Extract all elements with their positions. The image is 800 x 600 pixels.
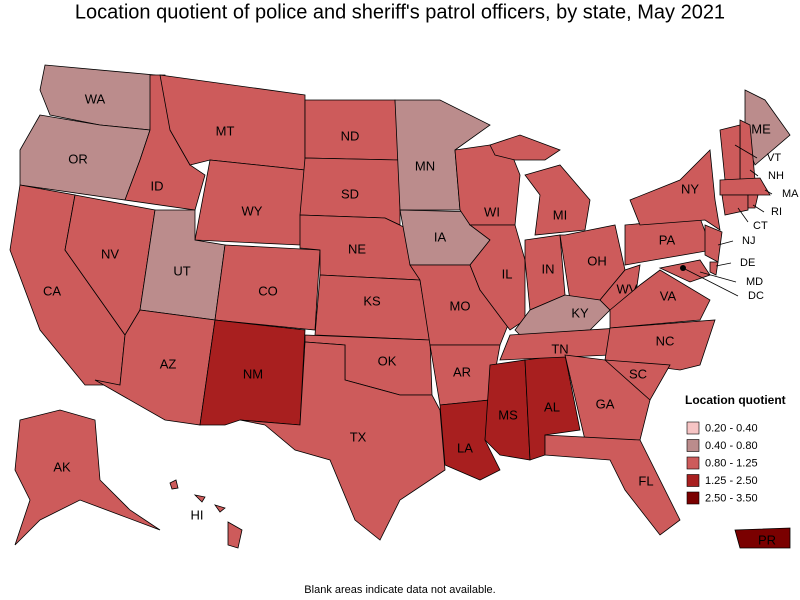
leader-line: [715, 262, 732, 267]
state-shape: [489, 134, 561, 161]
state-label: FL: [638, 473, 653, 488]
state-label: AK: [53, 459, 71, 474]
state-shape: [747, 194, 759, 209]
state-label: LA: [457, 440, 473, 455]
state-label: IL: [502, 266, 513, 281]
state-label: DC: [748, 290, 764, 302]
state-label: TN: [551, 341, 568, 356]
state-label: ID: [151, 178, 164, 193]
leader-line: [752, 204, 765, 213]
state-shape: [704, 224, 723, 263]
footnote: Blank areas indicate data not available.: [304, 584, 495, 596]
state-label: OR: [68, 151, 88, 166]
state-label: NE: [348, 241, 366, 256]
state-label: MN: [415, 158, 435, 173]
state-label: DE: [740, 257, 755, 269]
state-label: MS: [498, 407, 518, 422]
legend-swatch: [686, 491, 700, 505]
legend-swatch: [686, 421, 700, 435]
state-label: VA: [660, 288, 677, 303]
state-label: AR: [453, 364, 471, 379]
state-shape: [719, 124, 741, 181]
state-shape: [193, 494, 206, 503]
leader-line: [737, 207, 749, 223]
state-label: MO: [450, 298, 471, 313]
state-label: KS: [363, 293, 381, 308]
state-label: NJ: [742, 235, 755, 247]
state-shape: [544, 434, 681, 536]
state-label: SD: [341, 186, 359, 201]
state-label: OH: [587, 253, 607, 268]
state-shape: [227, 521, 243, 549]
state-label: ME: [751, 121, 771, 136]
state-label: WI: [484, 204, 500, 219]
leader-line: [764, 189, 773, 195]
state-shape: [468, 224, 526, 331]
state-label: OK: [378, 353, 397, 368]
state-label: HI: [191, 507, 204, 522]
legend-label: 0.20 - 0.40: [705, 422, 758, 434]
state-label: GA: [596, 396, 615, 411]
map-title: Location quotient of police and sheriff'…: [75, 1, 725, 23]
state-label: CA: [43, 283, 61, 298]
state-label: NY: [681, 181, 699, 196]
state-label: PR: [758, 532, 776, 547]
state-label: MT: [216, 123, 235, 138]
state-shape: [709, 261, 719, 276]
state-label: MD: [746, 276, 763, 288]
state-shape: [719, 177, 771, 196]
state-shape: [14, 409, 161, 546]
state-shape: [239, 341, 446, 541]
leader-line: [699, 271, 737, 283]
legend-swatch: [686, 456, 700, 470]
state-shape: [484, 359, 531, 461]
leader-line: [682, 267, 739, 297]
state-shape: [214, 244, 321, 331]
legend-label: 0.80 - 1.25: [705, 457, 758, 469]
state-label: MI: [553, 207, 567, 222]
leader-line: [734, 144, 758, 159]
legend: 0.20 - 0.40 0.40 - 0.80 0.80 - 1.25 1.25 - …: [686, 421, 758, 505]
state-label: MA: [782, 188, 799, 200]
leader-line: [717, 240, 734, 246]
legend-title: Location quotient: [685, 393, 786, 407]
leader-line: [749, 169, 759, 177]
legend-swatch: [686, 474, 700, 487]
state-shape: [564, 354, 651, 441]
state-label: IN: [542, 261, 555, 276]
state-label: TX: [350, 429, 367, 444]
state-shape: [524, 164, 591, 236]
legend-label: 0.40 - 0.80: [705, 440, 758, 452]
state-label: CT: [753, 220, 768, 232]
state-shape: [721, 194, 749, 216]
state-label: CO: [258, 283, 278, 298]
legend-label: 2.50 - 3.50: [705, 492, 758, 504]
state-label: AZ: [160, 356, 177, 371]
state-label: ND: [341, 128, 360, 143]
state-label: NM: [243, 366, 263, 381]
state-label: VT: [767, 152, 781, 164]
state-label: UT: [173, 263, 190, 278]
state-label: WA: [85, 91, 106, 106]
state-shape: [604, 319, 716, 371]
states: WA OR CA NV ID MT WY UT CO AZ NM ND SD NE KS OK TX MN IA MO…: [9, 64, 799, 549]
state-label: NH: [768, 170, 784, 182]
state-shape: [169, 479, 179, 490]
state-shape: [734, 527, 791, 549]
state-label: AL: [544, 399, 560, 414]
state-shape: [213, 504, 226, 513]
state-label: SC: [629, 366, 647, 381]
state-label: PA: [659, 232, 676, 247]
state-label: NC: [656, 333, 675, 348]
legend-swatch: [686, 439, 700, 452]
state-label: NV: [101, 246, 119, 261]
legend-label: 1.25 - 2.50: [705, 475, 758, 487]
state-label: IA: [434, 229, 447, 244]
state-label: KY: [571, 305, 589, 320]
state-shape: [629, 149, 721, 231]
state-label: WY: [242, 203, 263, 218]
state-label: RI: [771, 206, 782, 218]
